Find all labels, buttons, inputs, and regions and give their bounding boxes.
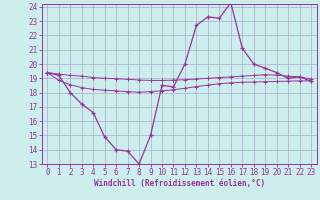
X-axis label: Windchill (Refroidissement éolien,°C): Windchill (Refroidissement éolien,°C) (94, 179, 265, 188)
